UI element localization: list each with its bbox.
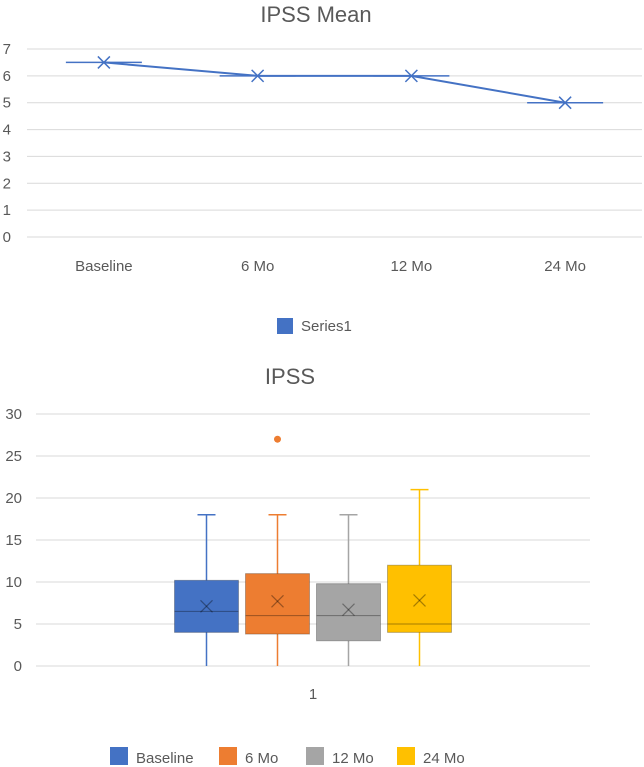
box-chart-y-tick-label: 30 — [5, 406, 22, 423]
line-chart-data-point — [373, 69, 450, 83]
box-chart-mean-marker — [413, 594, 426, 607]
box-chart-legend-label: Baseline — [136, 750, 194, 767]
box-chart-outlier — [274, 435, 281, 443]
box-chart-legend: Baseline 6 Mo 12 Mo 24 Mo — [110, 747, 465, 767]
line-chart-legend: Series1 — [277, 318, 352, 335]
line-chart-series — [65, 55, 604, 110]
box-chart-legend-label: 6 Mo — [245, 750, 278, 767]
line-chart-legend-label: Series1 — [301, 318, 352, 335]
line-chart-y-tick-label: 5 — [3, 95, 11, 112]
line-chart-data-point — [65, 55, 142, 69]
box-chart-box — [245, 435, 310, 666]
box-chart-y-ticks: 0 5 10 15 20 25 30 — [5, 406, 22, 675]
line-chart-legend-swatch — [277, 318, 293, 334]
line-chart-y-tick-label: 1 — [3, 202, 11, 219]
box-chart-y-tick-label: 20 — [5, 490, 22, 507]
box-chart-y-tick-label: 5 — [14, 616, 22, 633]
box-chart-legend-swatch — [397, 747, 415, 765]
box-chart-box — [316, 514, 381, 666]
line-chart-y-tick-label: 6 — [3, 68, 11, 85]
box-chart-x-ticks: 1 — [309, 686, 317, 703]
box-chart-gridlines — [36, 413, 590, 667]
box-chart-y-tick-label: 0 — [14, 658, 22, 675]
line-chart-y-ticks: 0 1 2 3 4 5 6 7 — [3, 41, 11, 246]
line-chart-y-tick-label: 7 — [3, 41, 11, 58]
box-chart-iqr-box — [316, 583, 381, 642]
line-chart-y-tick-label: 0 — [3, 229, 11, 246]
line-chart-point-marker — [251, 69, 265, 83]
line-chart-data-point — [527, 96, 604, 110]
box-chart-mean-marker — [200, 599, 213, 613]
box-chart-y-tick-label: 15 — [5, 532, 22, 549]
line-chart-x-tick-label: 12 Mo — [391, 258, 433, 275]
box-chart-box — [174, 514, 239, 666]
box-chart-box — [387, 488, 452, 666]
line-chart-x-tick-label: Baseline — [75, 258, 133, 275]
line-chart-series-line — [103, 61, 566, 104]
box-chart-mean-marker — [271, 594, 284, 608]
line-chart-data-point — [219, 69, 296, 83]
box-chart-iqr-box — [387, 564, 452, 633]
box-chart-mean-marker — [200, 599, 213, 613]
box-chart-legend-label: 12 Mo — [332, 750, 374, 767]
box-chart-mean-marker — [271, 594, 284, 608]
box-chart-legend-swatch — [110, 747, 128, 765]
box-chart-legend-swatch — [306, 747, 324, 765]
box-chart-x-tick-label: 1 — [309, 686, 317, 703]
box-chart: IPSS 0 5 10 15 20 25 30 1 Baseline 6 Mo 12 Mo 24 … — [5, 364, 590, 767]
box-chart-y-tick-label: 10 — [5, 574, 22, 591]
box-chart-y-tick-label: 25 — [5, 448, 22, 465]
line-chart: IPSS Mean 0 1 2 3 4 5 6 7 Baseline 6 Mo 12 Mo 24 M… — [3, 2, 642, 335]
line-chart-point-marker — [558, 96, 572, 110]
box-chart-mean-marker — [413, 594, 426, 607]
box-chart-boxes — [174, 435, 452, 666]
box-chart-mean-marker — [342, 603, 355, 617]
box-chart-iqr-box — [245, 573, 310, 635]
box-chart-title: IPSS — [265, 364, 315, 389]
line-chart-title: IPSS Mean — [260, 2, 371, 27]
box-chart-legend-label: 24 Mo — [423, 750, 465, 767]
line-chart-gridlines — [27, 48, 642, 238]
line-chart-x-ticks: Baseline 6 Mo 12 Mo 24 Mo — [75, 258, 586, 275]
box-chart-mean-marker — [342, 603, 355, 617]
line-chart-y-tick-label: 2 — [3, 175, 11, 192]
box-chart-legend-swatch — [219, 747, 237, 765]
line-chart-point-marker — [404, 69, 418, 83]
line-chart-point-marker — [97, 55, 111, 69]
line-chart-x-tick-label: 6 Mo — [241, 258, 274, 275]
box-chart-iqr-box — [174, 579, 239, 633]
line-chart-y-tick-label: 4 — [3, 122, 11, 139]
line-chart-y-tick-label: 3 — [3, 148, 11, 165]
line-chart-x-tick-label: 24 Mo — [544, 258, 586, 275]
